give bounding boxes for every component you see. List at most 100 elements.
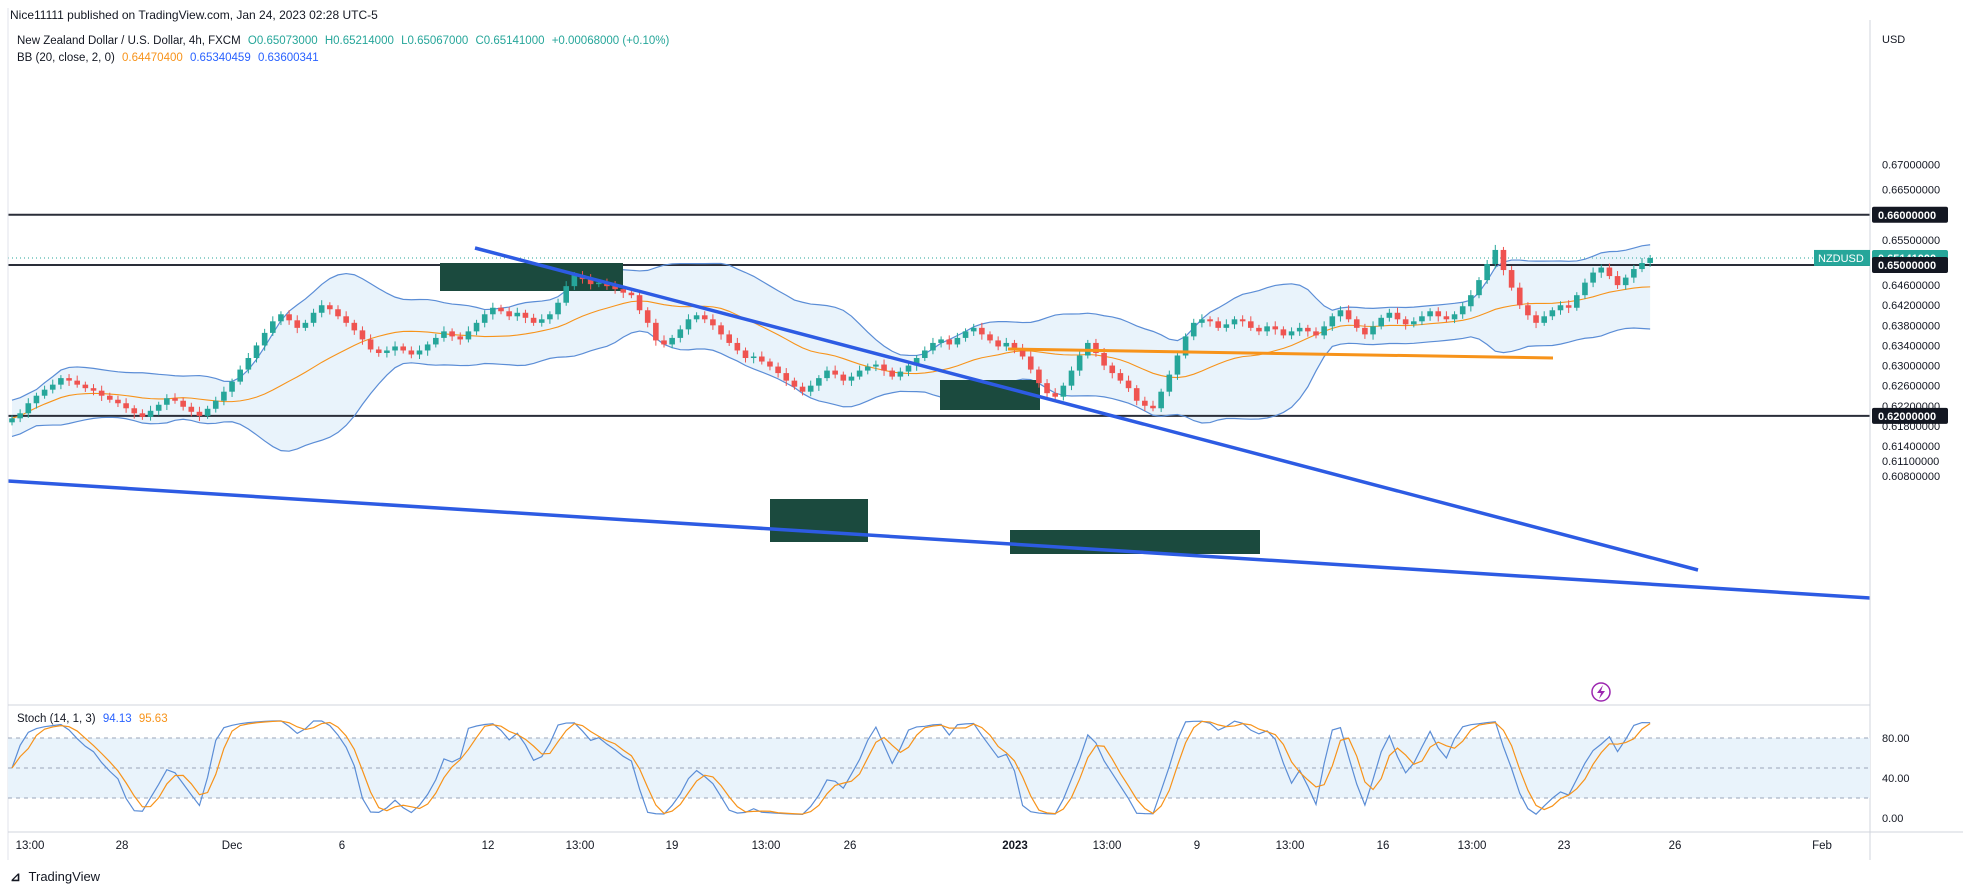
candle-body [1492,249,1499,265]
x-tick-label: 13:00 [566,840,595,852]
candle-body [1117,373,1124,381]
candle [1313,327,1319,339]
candle [767,358,773,371]
candle [139,409,146,420]
stoch-title[interactable]: Stoch (14, 1, 3) [17,713,96,725]
candle-body [1622,277,1629,286]
candle-body [669,337,675,345]
candle-body [677,329,684,338]
candle-body [1142,400,1148,406]
candle-body [1019,347,1026,357]
candle [1622,274,1629,290]
candle [107,392,113,403]
candle [1068,366,1075,391]
x-tick-label: 12 [482,840,495,852]
candle [1582,278,1588,299]
candle [221,386,227,406]
candle-body [856,370,863,377]
x-tick-label: 13:00 [752,840,781,852]
candle-body [155,404,162,411]
candle [1272,321,1279,335]
candle [261,328,268,351]
candle [33,392,40,409]
candle [25,398,32,418]
candle [1036,366,1042,388]
candle [1052,388,1058,400]
candle [506,307,512,321]
candle [229,378,235,397]
candle-body [33,395,40,404]
candle-body [1598,267,1605,273]
x-tick-label: Dec [222,840,243,852]
candle-body [848,376,855,381]
candle-body [384,350,390,353]
candle-body [164,398,170,405]
candle [384,346,390,358]
candle [710,314,716,330]
candle-body [490,307,496,315]
candle [897,367,904,381]
candle-body [172,398,178,401]
candle [824,366,830,382]
candle [1174,350,1181,380]
candle [1419,311,1425,326]
candle [1459,302,1466,319]
candle [799,382,806,396]
candle [1166,370,1173,397]
candle [1256,324,1262,336]
candle-body [286,314,292,321]
candle [375,346,382,357]
symbol-tag-bg [1814,249,1870,266]
candle [653,318,659,346]
candle-body [995,340,1001,347]
candle [922,346,928,362]
candle [449,328,455,341]
bb-title[interactable]: BB (20, close, 2, 0) [17,52,115,64]
candle-body [1321,326,1327,336]
candle [775,362,781,378]
candle [726,330,732,346]
candle-body [498,307,504,312]
symbol-title[interactable]: New Zealand Dollar / U.S. Dollar, 4h, FX… [17,35,241,47]
candle-body [74,380,80,385]
candle-body [1036,369,1042,384]
candle-body [710,319,716,326]
price-badge-bg [1872,407,1948,424]
candle-body [1125,380,1132,389]
candle [90,384,97,396]
ohlc-open: O0.65073000 [247,35,318,47]
price-badge-label: 0.62000000 [1878,411,1936,423]
candle [848,372,855,386]
candle [1060,382,1067,401]
candle-body [351,322,358,331]
candle-body [661,340,667,345]
candle [1500,246,1507,276]
candle-body [1590,272,1596,283]
x-tick-label: 2023 [1002,840,1028,852]
candle [1011,339,1018,354]
candle [1411,317,1417,328]
candle [538,314,545,327]
candle [58,375,64,390]
candle-body [881,364,887,371]
candle [1370,321,1376,340]
candle-body [873,364,879,367]
candle-body [514,312,521,317]
candle [1215,317,1221,331]
candle [881,359,887,376]
stoch-tick-label: 40.00 [1882,773,1910,785]
candle-body [946,339,953,345]
candle-body [188,406,195,412]
candle [473,319,480,336]
candle [1549,307,1556,321]
candle-body [1508,270,1515,288]
candle [1598,264,1605,278]
candle-body [897,371,904,377]
candle-body [767,361,773,367]
candle [131,405,138,419]
candle [1182,333,1189,359]
currency-text: USD [1882,34,1906,46]
candle-body [1044,383,1050,394]
candle [1158,388,1164,413]
candle-body [750,356,757,359]
